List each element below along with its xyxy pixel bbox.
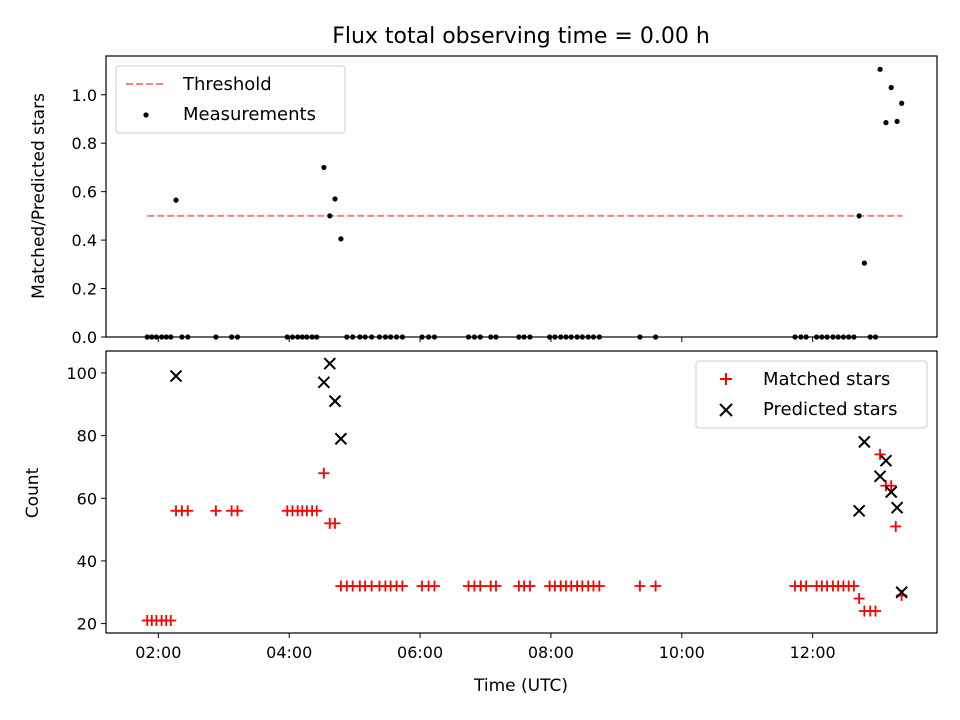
predicted-star-point: [852, 504, 866, 518]
matched-star-point: [593, 580, 605, 592]
bottom-x-tick-label: 10:00: [659, 643, 705, 662]
top-plot-area: [144, 66, 905, 340]
legend-predicted-label: Predicted stars: [763, 399, 897, 420]
matched-star-point: [396, 580, 408, 592]
matched-star-point: [650, 580, 662, 592]
predicted-star-point: [328, 394, 342, 408]
bottom-y-axis: 20 40 60 80 100: [66, 364, 106, 634]
measurement-point: [856, 213, 862, 219]
matched-star-point: [329, 517, 341, 529]
bottom-x-axis: 02:00 04:00 06:00 08:00 10:00 12:00: [135, 633, 836, 662]
matched-star-point: [634, 580, 646, 592]
measurement-point: [899, 100, 905, 106]
measurement-point: [327, 213, 333, 219]
predicted-star-point: [873, 470, 887, 483]
matched-star-point: [210, 505, 222, 517]
top-y-tick-label: 0.6: [72, 183, 97, 202]
top-y-tick-label: 0.8: [72, 134, 97, 153]
matched-star-point: [885, 480, 897, 492]
bottom-axes-frame: [105, 350, 938, 634]
predicted-star-point: [323, 357, 336, 370]
bottom-legend: Matched stars Predicted stars: [695, 360, 928, 429]
bottom-x-tick-label: 02:00: [135, 643, 181, 662]
top-y-tick-label: 0.2: [72, 280, 97, 299]
matched-star-point: [869, 605, 881, 617]
measurement-point: [861, 260, 867, 266]
top-legend-box: [115, 65, 346, 134]
bottom-legend-box: [695, 360, 928, 429]
legend-measurements-label: Measurements: [183, 104, 316, 125]
matched-star-point: [182, 505, 194, 517]
measurement-point: [894, 118, 900, 125]
bottom-y-tick-label: 40: [77, 552, 97, 571]
matched-star-point: [428, 580, 440, 592]
predicted-star-point: [317, 376, 331, 389]
predicted-star-point: [879, 454, 893, 467]
top-y-tick-label: 0.4: [72, 231, 97, 250]
top-axes-frame: [105, 55, 938, 338]
bottom-panel: 20 40 60 80 100 02:00 04:00 06:00 08:00 10:00 12:…: [23, 350, 938, 696]
figure-title: Flux total observing time = 0.00 h: [332, 24, 710, 49]
matched-star-point: [232, 505, 244, 517]
matched-star-point: [848, 580, 860, 592]
predicted-star-point: [895, 586, 908, 599]
legend-matched-label: Matched stars: [763, 369, 890, 390]
bottom-x-tick-label: 12:00: [790, 643, 836, 662]
legend-predicted-swatch: [719, 403, 733, 417]
bottom-x-axis-label: Time (UTC): [473, 676, 568, 696]
bottom-y-tick-label: 80: [77, 427, 97, 446]
matched-star-point: [853, 593, 865, 605]
measurement-point: [888, 84, 894, 91]
matched-star-point: [890, 520, 902, 532]
matched-star-point: [165, 614, 177, 626]
top-y-tick-label: 1.0: [72, 86, 97, 105]
predicted-star-point: [884, 485, 898, 499]
bottom-y-axis-label: Count: [23, 467, 43, 518]
matched-star-point: [874, 448, 886, 460]
top-x-axis: [157, 337, 814, 342]
top-y-axis: 0.0 0.2 0.4 0.6 0.8 1.0: [72, 86, 106, 347]
measurement-point: [173, 197, 179, 203]
matched-star-point: [311, 505, 323, 517]
top-y-axis-label: Matched/Predicted stars: [29, 93, 49, 299]
predicted-star-point: [858, 435, 871, 449]
bottom-x-tick-label: 04:00: [266, 643, 312, 662]
predicted-star-point: [890, 501, 904, 514]
top-y-tick-label: 0.0: [72, 328, 97, 347]
bottom-y-tick-label: 60: [77, 489, 97, 508]
bottom-y-tick-label: 20: [77, 615, 97, 634]
matched-star-point: [490, 580, 502, 592]
measurement-point: [332, 196, 338, 202]
predicted-star-point: [169, 369, 183, 383]
legend-threshold-label: Threshold: [182, 74, 272, 95]
matched-star-point: [318, 467, 330, 479]
bottom-x-tick-label: 08:00: [528, 643, 574, 662]
measurement-point: [338, 236, 344, 242]
top-legend: Threshold Measurements: [115, 65, 346, 134]
top-panel: 0.0 0.2 0.4 0.6 0.8 1.0 Matched/Predicted sta…: [29, 55, 938, 347]
measurement-point: [877, 66, 883, 72]
bottom-y-tick-label: 100: [66, 364, 97, 383]
matched-star-point: [524, 580, 536, 592]
bottom-plot-area: [141, 357, 908, 626]
measurement-point: [883, 120, 889, 126]
matched-star-point: [474, 580, 486, 592]
legend-measurements-swatch: [143, 112, 149, 118]
bottom-x-tick-label: 06:00: [397, 643, 443, 662]
measurement-point: [321, 164, 327, 171]
predicted-star-point: [334, 432, 348, 445]
matched-star-point: [800, 580, 812, 592]
legend-matched-swatch: [720, 373, 732, 385]
